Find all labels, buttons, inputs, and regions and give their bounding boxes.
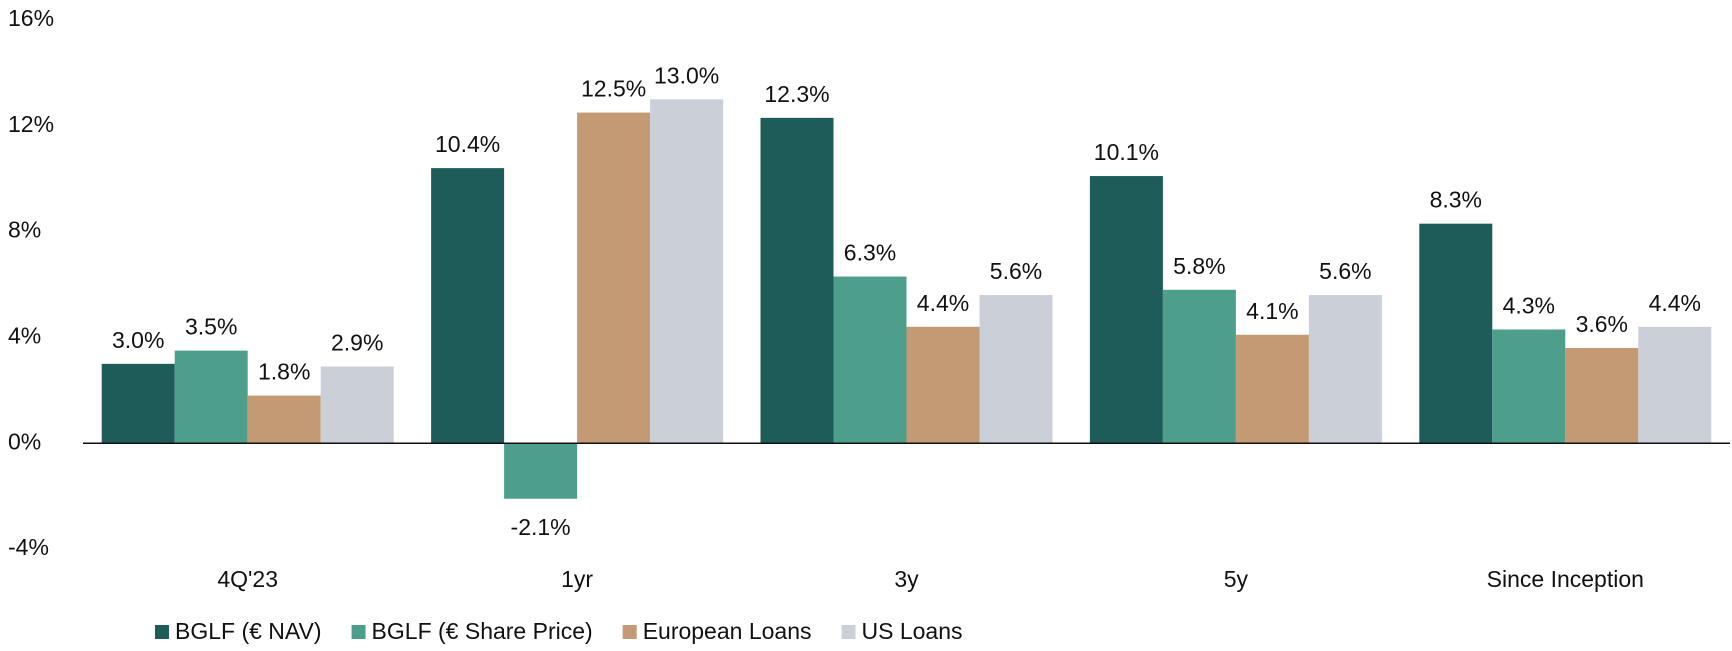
value-label: 8.3% bbox=[1430, 187, 1482, 213]
bar bbox=[650, 99, 724, 444]
bar bbox=[760, 117, 834, 444]
bar bbox=[320, 366, 394, 444]
bar bbox=[504, 443, 578, 499]
bar bbox=[906, 326, 980, 444]
value-label: 5.6% bbox=[990, 258, 1042, 284]
legend-label: BGLF (€ NAV) bbox=[175, 618, 322, 644]
value-label: 1.8% bbox=[258, 359, 310, 385]
legend-swatch bbox=[622, 625, 637, 639]
bar bbox=[1089, 176, 1163, 444]
y-tick-label: 16% bbox=[8, 5, 54, 31]
y-tick-label: 8% bbox=[8, 217, 41, 243]
x-tick-label: 3y bbox=[894, 566, 919, 592]
value-label: 4.1% bbox=[1246, 298, 1298, 324]
legend-swatch bbox=[351, 625, 366, 639]
bar bbox=[1565, 347, 1639, 444]
y-tick-label: 0% bbox=[8, 428, 41, 454]
bar bbox=[577, 112, 651, 444]
x-tick-label: 4Q'23 bbox=[217, 566, 278, 592]
legend-label: BGLF (€ Share Price) bbox=[372, 618, 593, 644]
value-label: 10.4% bbox=[435, 131, 500, 157]
bar bbox=[1638, 326, 1712, 444]
bar bbox=[1492, 329, 1566, 444]
y-tick-label: 12% bbox=[8, 111, 54, 137]
x-tick-label: Since Inception bbox=[1487, 566, 1644, 592]
bar bbox=[101, 363, 175, 444]
value-label: 2.9% bbox=[331, 330, 383, 356]
y-tick-label: -4% bbox=[8, 534, 49, 560]
value-label: 10.1% bbox=[1094, 139, 1159, 165]
legend-swatch bbox=[155, 625, 169, 639]
value-label: 3.0% bbox=[112, 327, 164, 353]
value-label: 4.4% bbox=[917, 290, 969, 316]
value-label: 12.3% bbox=[764, 81, 829, 107]
value-label: 13.0% bbox=[654, 62, 719, 88]
value-label: -2.1% bbox=[511, 514, 571, 540]
value-label: 5.8% bbox=[1173, 253, 1225, 279]
bar bbox=[431, 168, 505, 444]
bar bbox=[1419, 223, 1493, 444]
legend-swatch bbox=[841, 625, 856, 639]
legend-label: US Loans bbox=[862, 618, 963, 644]
bar bbox=[1162, 289, 1236, 444]
y-tick-label: 4% bbox=[8, 322, 41, 348]
value-label: 12.5% bbox=[581, 76, 646, 102]
value-label: 5.6% bbox=[1319, 258, 1371, 284]
legend-label: European Loans bbox=[643, 618, 812, 644]
value-label: 3.6% bbox=[1576, 311, 1628, 337]
x-tick-label: 1yr bbox=[561, 566, 593, 592]
value-label: 6.3% bbox=[844, 240, 896, 266]
bar bbox=[833, 276, 907, 444]
bar bbox=[1308, 295, 1382, 444]
bar bbox=[247, 395, 321, 444]
value-label: 4.4% bbox=[1649, 290, 1701, 316]
value-label: 3.5% bbox=[185, 314, 237, 340]
value-label: 4.3% bbox=[1503, 293, 1555, 319]
bar bbox=[174, 350, 248, 444]
bar bbox=[1235, 334, 1309, 444]
bar bbox=[979, 295, 1053, 444]
x-tick-label: 5y bbox=[1224, 566, 1249, 592]
